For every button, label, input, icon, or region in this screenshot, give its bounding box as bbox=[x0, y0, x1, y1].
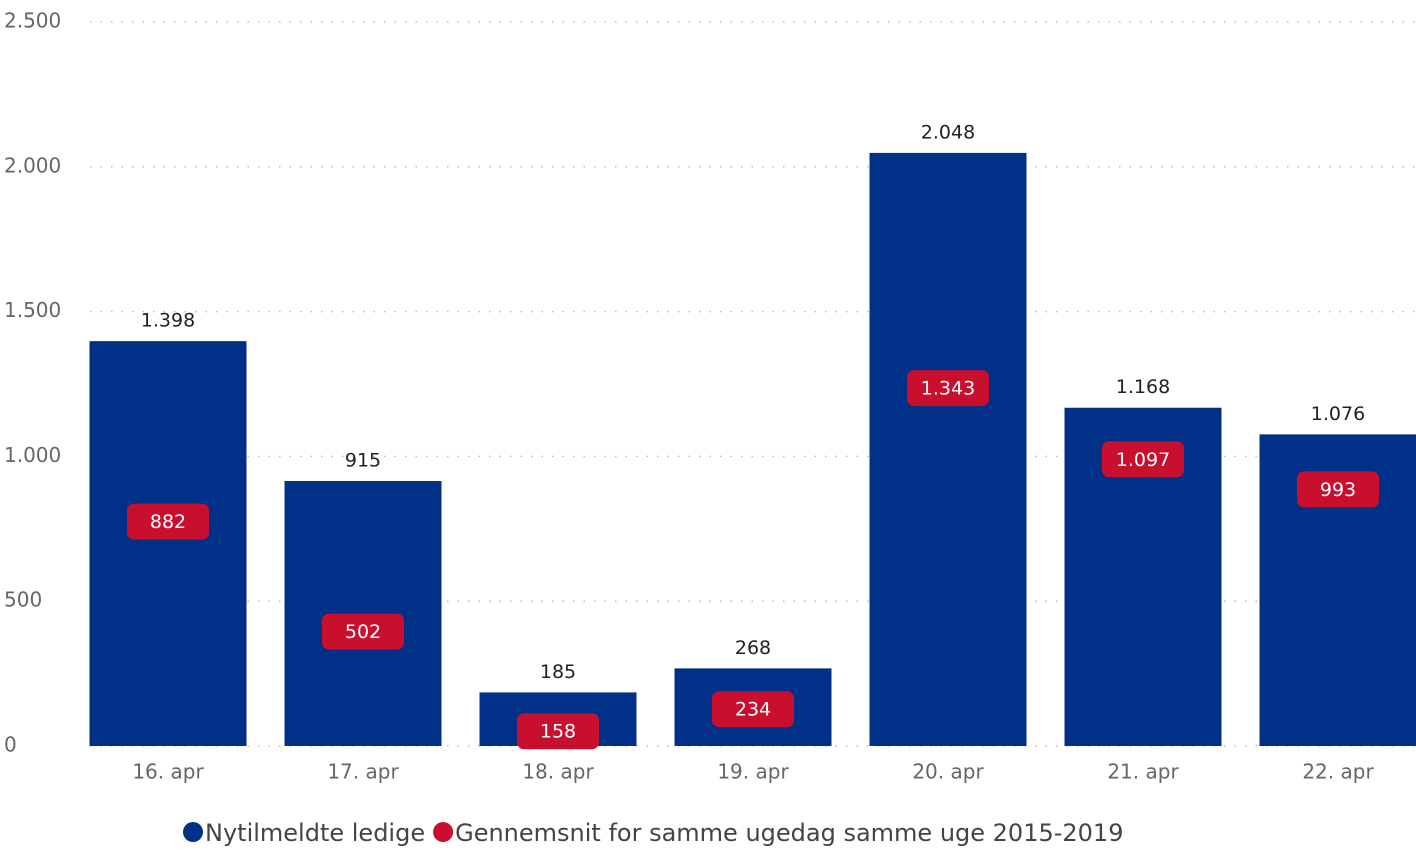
value-label: 915 bbox=[345, 450, 381, 472]
marker bbox=[712, 691, 794, 728]
value-label: 993 bbox=[1320, 479, 1356, 501]
bar bbox=[869, 152, 1027, 747]
value-label: 1.097 bbox=[1116, 449, 1170, 471]
x-tick-label: 17. apr bbox=[327, 760, 399, 784]
value-label: 2.048 bbox=[921, 121, 975, 143]
x-tick-label: 22. apr bbox=[1302, 760, 1374, 784]
x-tick-label: 19. apr bbox=[717, 760, 789, 784]
y-tick-label: 500 bbox=[4, 588, 42, 612]
value-label: 185 bbox=[540, 661, 576, 683]
marker bbox=[127, 503, 209, 540]
y-tick-label: 1.500 bbox=[4, 298, 61, 322]
y-tick-label: 0 bbox=[4, 733, 17, 757]
legend-label: Gennemsnit for samme ugedag samme uge 20… bbox=[455, 819, 1123, 847]
y-tick-label: 1.000 bbox=[4, 443, 61, 467]
value-label: 502 bbox=[345, 621, 381, 643]
legend-marker bbox=[433, 822, 454, 842]
marker bbox=[1297, 471, 1379, 508]
value-label: 882 bbox=[150, 511, 186, 533]
value-label: 1.168 bbox=[1116, 376, 1170, 398]
x-tick-label: 16. apr bbox=[132, 760, 204, 784]
y-tick-label: 2.500 bbox=[4, 9, 61, 33]
marker bbox=[322, 613, 404, 650]
value-label: 1.343 bbox=[921, 378, 975, 400]
value-label: 1.398 bbox=[141, 310, 195, 332]
x-tick-label: 20. apr bbox=[912, 760, 984, 784]
marker bbox=[517, 713, 599, 750]
value-label: 268 bbox=[735, 637, 771, 659]
x-tick-label: 18. apr bbox=[522, 760, 594, 784]
bar bbox=[284, 481, 442, 746]
marker bbox=[907, 370, 989, 407]
value-label: 158 bbox=[540, 721, 576, 743]
y-tick-label: 2.000 bbox=[4, 153, 61, 177]
marker bbox=[1102, 441, 1184, 478]
legend-marker bbox=[183, 822, 203, 842]
value-label: 1.076 bbox=[1311, 403, 1365, 425]
value-label: 234 bbox=[735, 699, 771, 721]
legend-label: Nytilmeldte ledige bbox=[205, 819, 425, 847]
bar bbox=[89, 341, 247, 746]
x-tick-label: 21. apr bbox=[1107, 760, 1179, 784]
